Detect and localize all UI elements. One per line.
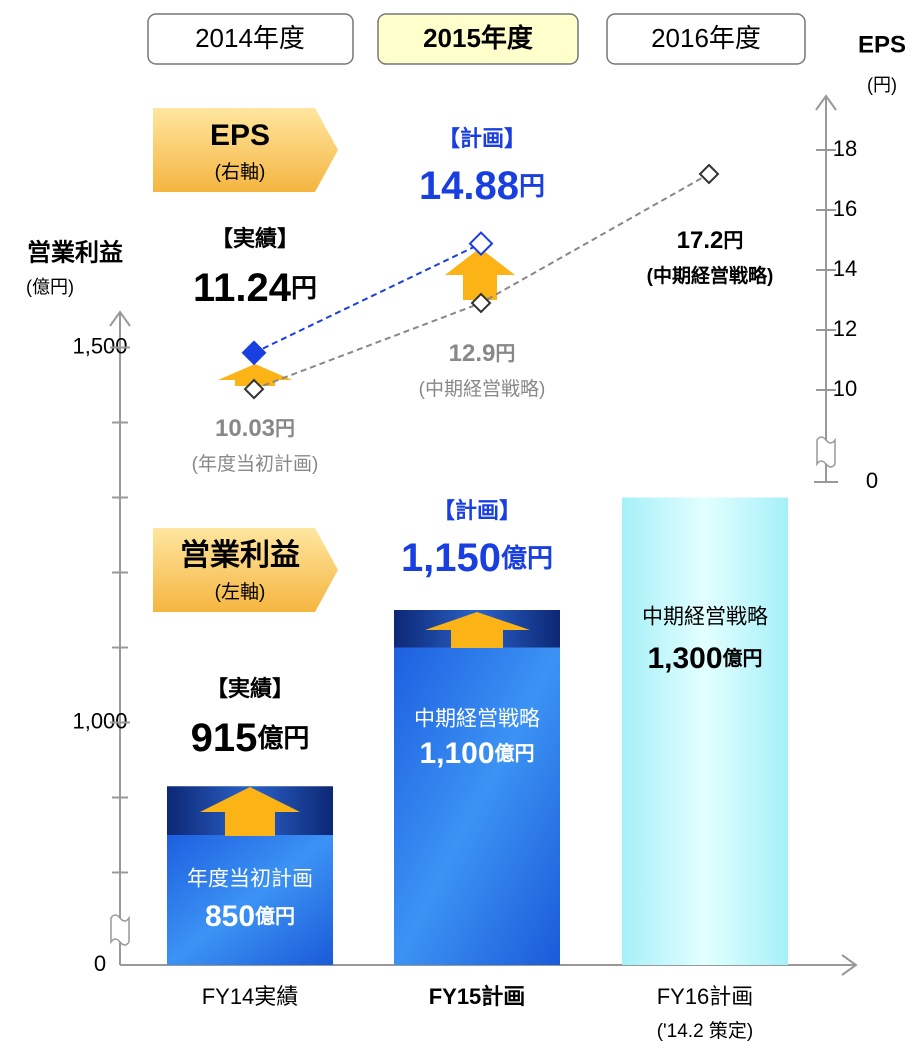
bar [167,835,333,965]
bar-value-label: 1,100億円 [419,737,534,770]
eps-tag: 【実績】 [211,226,299,251]
callout-title: 営業利益 [180,539,300,572]
eps-value-label: 12.9円 [449,340,516,367]
bar-value-label: 915億円 [191,716,310,760]
year-header: 2015年度 [423,23,533,53]
x-tick-label: FY16計画 [657,984,754,1009]
x-tick-note: ('14.2 策定) [657,1020,754,1042]
bar [622,497,788,965]
bar-tag: 【計画】 [433,498,521,523]
bar-value-label-part: 915 [191,716,258,760]
y2-tick-label: 14 [833,256,857,281]
eps-value-label: 17.2円 [677,227,744,254]
bar-value-label-part: 億円 [495,741,535,765]
bar-tag: 【実績】 [206,676,294,701]
eps-value-label-part: 17.2 [677,227,724,254]
up-arrow [445,248,515,300]
up-arrow [425,612,530,648]
bar [394,647,560,965]
eps-marker [468,231,494,257]
axis-break [816,436,836,468]
eps-value-label-part: 12.9 [449,340,496,367]
eps-marker [698,163,720,185]
bar-value-label: 850億円 [205,900,295,933]
y2-tick-label: 10 [833,376,857,401]
y-axis-title: 営業利益 [27,238,123,266]
eps-marker [243,378,265,400]
y-axis [109,310,131,965]
header-box [147,13,354,65]
axis-break [110,914,130,946]
y2-tick-label: 12 [833,316,857,341]
bar-note: 年度当初計画 [187,868,313,891]
callout-shape [153,108,338,192]
eps-value-label-part: 11.24 [193,266,292,310]
bar-value-label-part: 億円 [257,723,309,753]
bar-value-label-part: 1,100 [419,737,494,770]
eps-value-label: 14.88円 [419,164,545,208]
eps-value-label: 10.03円 [215,415,295,442]
eps-marker [470,292,492,314]
up-arrow-group [200,248,530,836]
bar-value-label-part: 億円 [501,543,553,573]
y-tick-label: 1,000 [72,708,127,733]
y-axis-unit: (億円) [26,277,74,297]
eps-note: (中期経営戦略) [419,378,546,400]
up-arrow [218,364,292,386]
eps-line [253,242,482,354]
bar-value-label-part: 850 [205,900,255,933]
callout-title: EPS [210,119,270,152]
y-tick-label: 0 [94,951,106,976]
bar-note: 中期経営戦略 [414,708,540,731]
y2-tick-label: 18 [833,136,857,161]
bar-value-label: 1,300億円 [647,642,762,675]
eps-value-label-part: 円 [291,273,317,303]
x-tick-label: FY14実績 [202,984,299,1009]
y2-axis-unit: (円) [867,75,897,95]
bar-value-label-part: 億円 [255,904,295,928]
callout-shape [153,528,338,612]
eps-value-label-part: 10.03 [215,415,275,442]
bar-value-label-part: 1,300 [647,642,722,675]
y2-tick-label: 0 [866,468,878,493]
header-box [606,13,806,65]
callout-note: (右軸) [215,161,266,183]
y2-axis [814,94,838,483]
eps-value-label-part: 円 [275,418,295,440]
eps-value-label: 11.24円 [193,266,317,310]
eps-value-label-part: 14.88 [419,164,519,208]
year-header: 2016年度 [651,23,761,53]
y-tick-label: 1,500 [72,333,127,358]
eps-note: (中期経営戦略) [647,264,774,287]
y2-axis-title: EPS [858,31,906,58]
eps-tag: 【計画】 [438,126,526,151]
eps-note: (年度当初計画) [192,453,319,475]
eps-value-label-part: 円 [519,171,545,201]
callout-note: (左軸) [215,581,266,603]
eps-marker [241,340,267,366]
header-box [377,13,579,65]
x-tick-label: FY15計画 [429,984,526,1009]
bar-note: 中期経営戦略 [642,606,768,629]
eps-value-label-part: 円 [723,230,743,252]
bar-value-label-part: 億円 [723,646,763,670]
year-header: 2014年度 [195,23,305,53]
bar-value-label: 1,150億円 [401,536,553,580]
up-arrow [200,787,300,836]
eps-value-label-part: 円 [495,343,515,365]
bar-value-label-part: 1,150 [401,536,501,580]
y2-tick-label: 16 [833,196,857,221]
